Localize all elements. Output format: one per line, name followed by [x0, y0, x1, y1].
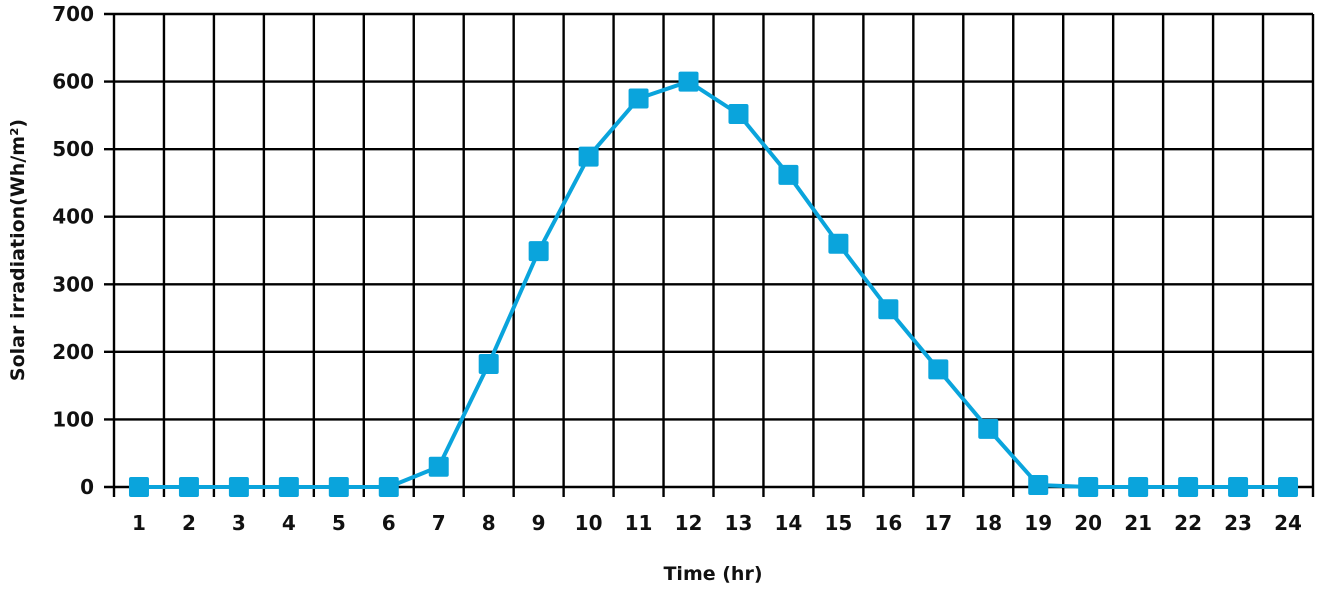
- y-tick-label: 100: [52, 407, 94, 431]
- grid-lines: [104, 12, 1315, 497]
- x-tick-label: 14: [775, 511, 803, 535]
- data-point-marker: [528, 241, 549, 262]
- x-tick-label: 20: [1074, 511, 1102, 535]
- x-tick-label: 2: [182, 511, 196, 535]
- y-tick-label: 0: [80, 475, 94, 499]
- x-tick-label: 12: [675, 511, 703, 535]
- data-point-marker: [178, 477, 199, 497]
- y-tick-label: 700: [52, 2, 94, 26]
- data-point-marker: [1128, 477, 1149, 497]
- x-tick-label: 9: [532, 511, 546, 535]
- x-tick-label: 3: [232, 511, 246, 535]
- data-point-marker: [578, 146, 599, 167]
- x-axis-title: Time (hr): [663, 563, 762, 585]
- x-tick-label: 8: [482, 511, 496, 535]
- x-tick-label: 22: [1174, 511, 1202, 535]
- data-point-marker: [678, 71, 699, 92]
- y-axis-title: Solar irradiation(Wh/m²): [7, 119, 29, 381]
- data-point-marker: [128, 477, 149, 497]
- data-point-marker: [1228, 477, 1249, 497]
- data-point-marker: [1078, 477, 1099, 497]
- x-axis-ticks: 1 2 3 4 5 6 7 8 9 10 11 12 13 14 15 16 17 18 19 20 21 22 23 24: [132, 511, 1302, 535]
- data-point-marker: [878, 299, 899, 320]
- data-point-marker: [328, 477, 349, 497]
- data-point-marker: [928, 359, 949, 380]
- x-tick-label: 21: [1124, 511, 1152, 535]
- data-point-marker: [228, 477, 249, 497]
- x-tick-label: 10: [575, 511, 603, 535]
- data-point-marker: [378, 477, 399, 497]
- x-tick-label: 4: [282, 511, 296, 535]
- y-axis-ticks: 0 100 200 300 400 500 600 700: [52, 2, 94, 499]
- y-tick-label: 300: [52, 272, 94, 296]
- y-tick-label: 400: [52, 205, 94, 229]
- x-tick-label: 5: [332, 511, 346, 535]
- data-point-marker: [278, 477, 299, 497]
- data-point-marker: [978, 418, 999, 439]
- data-point-marker: [828, 233, 849, 254]
- data-point-marker: [478, 354, 499, 375]
- x-tick-label: 23: [1224, 511, 1252, 535]
- data-point-marker: [1178, 477, 1199, 497]
- data-point-marker: [628, 88, 649, 109]
- data-point-marker: [428, 456, 449, 477]
- x-tick-label: 18: [974, 511, 1002, 535]
- x-tick-label: 17: [924, 511, 952, 535]
- data-point-marker: [778, 164, 799, 185]
- data-series: [128, 71, 1299, 497]
- data-point-marker: [1278, 477, 1299, 497]
- x-tick-label: 6: [382, 511, 396, 535]
- data-point-marker: [728, 104, 749, 125]
- x-tick-label: 1: [132, 511, 146, 535]
- x-tick-label: 7: [432, 511, 446, 535]
- x-tick-label: 15: [824, 511, 852, 535]
- x-tick-label: 11: [625, 511, 653, 535]
- y-tick-label: 600: [52, 70, 94, 94]
- data-point-marker: [1028, 474, 1049, 495]
- y-tick-label: 500: [52, 137, 94, 161]
- x-tick-label: 24: [1274, 511, 1302, 535]
- x-tick-label: 19: [1024, 511, 1052, 535]
- y-tick-label: 200: [52, 340, 94, 364]
- x-tick-label: 13: [725, 511, 753, 535]
- x-tick-label: 16: [874, 511, 902, 535]
